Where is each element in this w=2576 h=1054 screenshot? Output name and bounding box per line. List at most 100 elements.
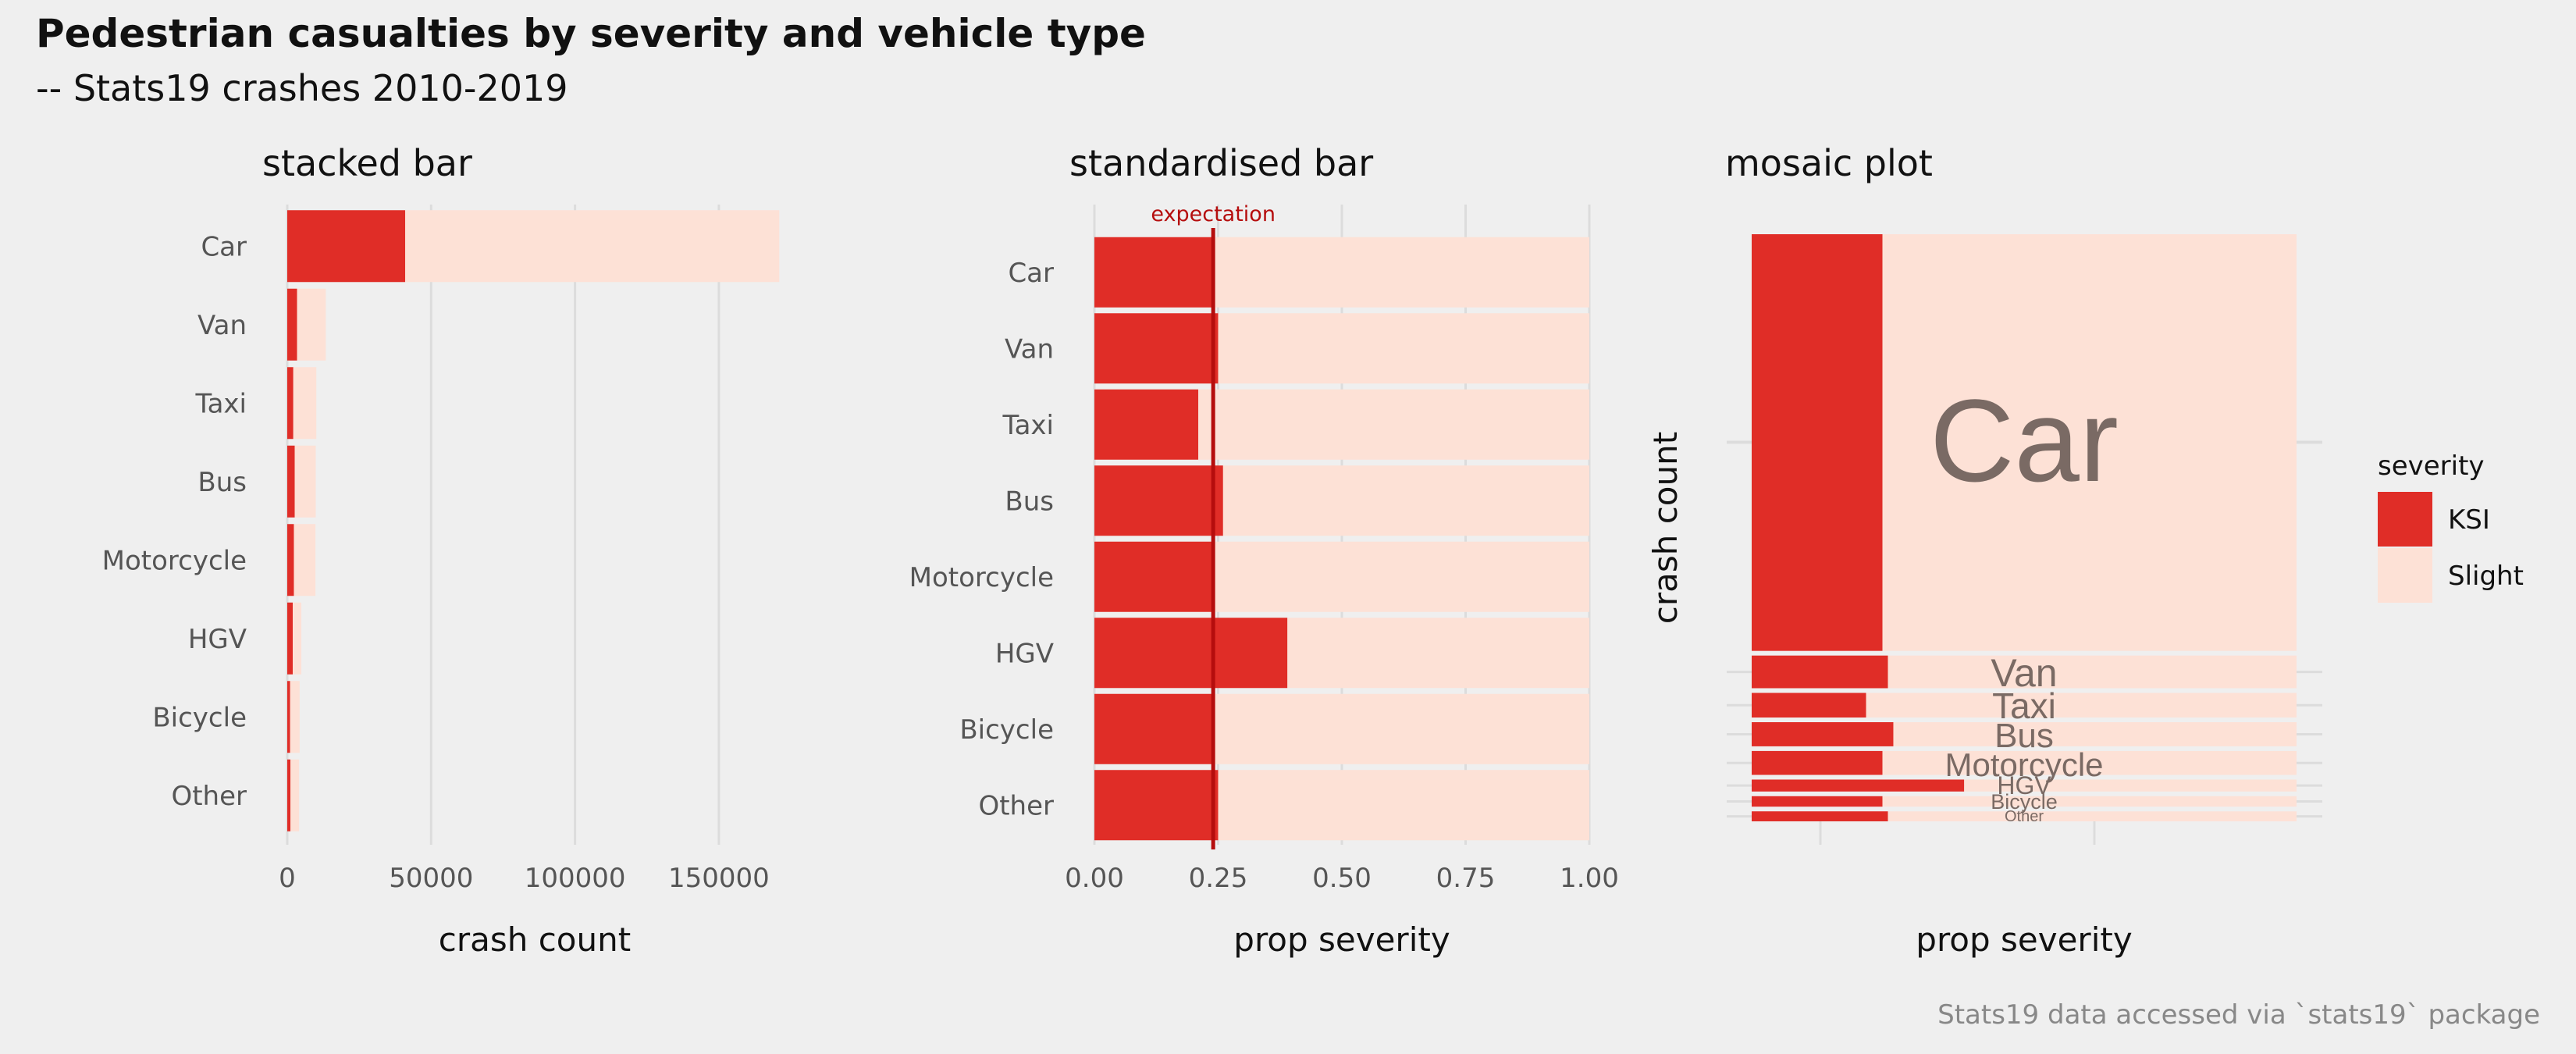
expectation-label: expectation [1151,202,1276,226]
bar-slight-van [1218,313,1589,384]
x-axis-label: prop severity [1916,920,2132,959]
bar-slight-bicycle [1213,693,1589,764]
tile-slight-other [1888,811,2297,821]
bar-ksi-motorcycle [1094,541,1214,612]
y-tick-label: Taxi [194,388,247,419]
bar-ksi-taxi [1094,389,1199,460]
tile-slight-bus [1893,722,2297,746]
x-tick-label: 150000 [668,863,770,894]
bar-ksi-bicycle [287,681,290,753]
x-axis-label: crash count [439,920,631,959]
chart-title: Pedestrian casualties by severity and ve… [36,11,1146,56]
bar-slight-motorcycle [1213,541,1589,612]
x-tick-label: 50000 [389,863,473,894]
legend-title: severity [2378,450,2485,482]
bar-ksi-other [287,759,291,831]
bar-ksi-car [287,210,406,283]
bar-slight-bicycle [290,681,300,753]
y-tick-label: Car [201,231,247,262]
panel-stacked-bar: stacked bar 0 50000 100000 150000 Car Van Taxi B… [102,142,780,959]
tile-slight-motorcycle [1882,750,2297,775]
bar-slight-other [1218,770,1589,841]
bar-ksi-van [287,288,297,361]
tile-label: Bus [1994,717,2054,755]
bar-ksi-bicycle [1094,693,1214,764]
tile-slight-taxi [1866,693,2297,718]
y-tick-label: Motorcycle [909,562,1054,593]
panel-title: stacked bar [262,142,472,184]
legend-swatch-ksi [2378,492,2432,547]
panel-standardised-bar: standardised bar 0.00 0.25 0.50 0.75 1.00 Car V… [909,142,1619,959]
x-tick-label: 1.00 [1560,863,1619,894]
y-tick-label: Van [1005,333,1054,365]
bar-slight-bus [1222,465,1589,536]
bar-ksi-motorcycle [287,524,294,596]
panel-title: standardised bar [1069,142,1373,184]
bar-slight-hgv [1287,618,1589,689]
x-tick-label: 0.75 [1436,863,1496,894]
tile-ksi-car [1752,234,1883,651]
y-tick-label: Bicycle [959,714,1054,746]
bar-ksi-bus [1094,465,1223,536]
legend-swatch-slight [2378,548,2432,603]
tile-label: Car [1930,375,2119,506]
y-tick-label: Motorcycle [102,545,247,576]
bar-ksi-other [1094,770,1219,841]
bar-ksi-taxi [287,367,294,440]
tile-label: Other [2005,808,2044,825]
y-tick-label: HGV [188,624,247,655]
y-tick-label: Other [978,790,1054,821]
tile-slight-van [1888,655,2297,689]
x-tick-label: 0.50 [1312,863,1372,894]
tile-ksi-bicycle [1752,796,1883,807]
y-tick-label: Bus [1005,486,1054,517]
legend-label: Slight [2448,561,2524,592]
panel-mosaic-plot: mosaic plot Car VanTaxiBusMotorcycleHGVBic… [1646,142,2322,959]
x-tick-label: 100000 [525,863,626,894]
tile-ksi-other [1752,811,1888,821]
bar-slight-bus [294,445,316,518]
bar-slight-taxi [293,367,317,440]
chart-caption: Stats19 data accessed via `stats19` pack… [1937,999,2540,1031]
bar-slight-car [405,210,780,283]
tile-label: Van [1991,651,2057,695]
tile-ksi-van [1752,655,1888,689]
bar-slight-taxi [1198,389,1589,460]
y-tick-label: Taxi [1002,410,1054,441]
chart-subtitle: -- Stats19 crashes 2010-2019 [36,67,568,109]
x-tick-label: 0.25 [1189,863,1248,894]
y-axis-label: crash count [1646,432,1685,624]
bar-ksi-hgv [287,602,294,675]
tile-ksi-hgv [1752,779,1965,792]
bar-slight-hgv [293,602,302,675]
x-tick-label: 0.00 [1065,863,1124,894]
tile-label: HGV [1997,771,2051,799]
bar-ksi-hgv [1094,618,1288,689]
bar-slight-motorcycle [294,524,316,596]
bar-ksi-van [1094,313,1219,384]
legend-label: KSI [2448,504,2490,536]
tile-ksi-bus [1752,722,1894,746]
tile-slight-bicycle [1882,796,2297,807]
y-tick-label: Bus [197,467,247,498]
tile-slight-hgv [1964,779,2297,792]
bar-ksi-car [1094,237,1214,308]
bar-slight-van [297,288,326,361]
y-tick-label: HGV [995,638,1054,669]
bar-slight-other [290,759,300,831]
bar-ksi-bus [287,445,295,518]
y-tick-label: Car [1008,258,1054,289]
tile-ksi-motorcycle [1752,750,1883,775]
legend: severity KSI Slight [2378,450,2524,603]
tile-label: Taxi [1992,685,2056,726]
x-axis-label: prop severity [1233,920,1450,959]
tile-ksi-taxi [1752,693,1866,718]
bar-slight-car [1213,237,1589,308]
panel-title: mosaic plot [1725,142,1933,184]
tile-slight-car [1882,234,2297,651]
x-tick-label: 0 [279,863,296,894]
tile-label: Bicycle [1991,790,2058,814]
y-tick-label: Other [171,781,247,812]
tile-label: Motorcycle [1944,746,2103,783]
